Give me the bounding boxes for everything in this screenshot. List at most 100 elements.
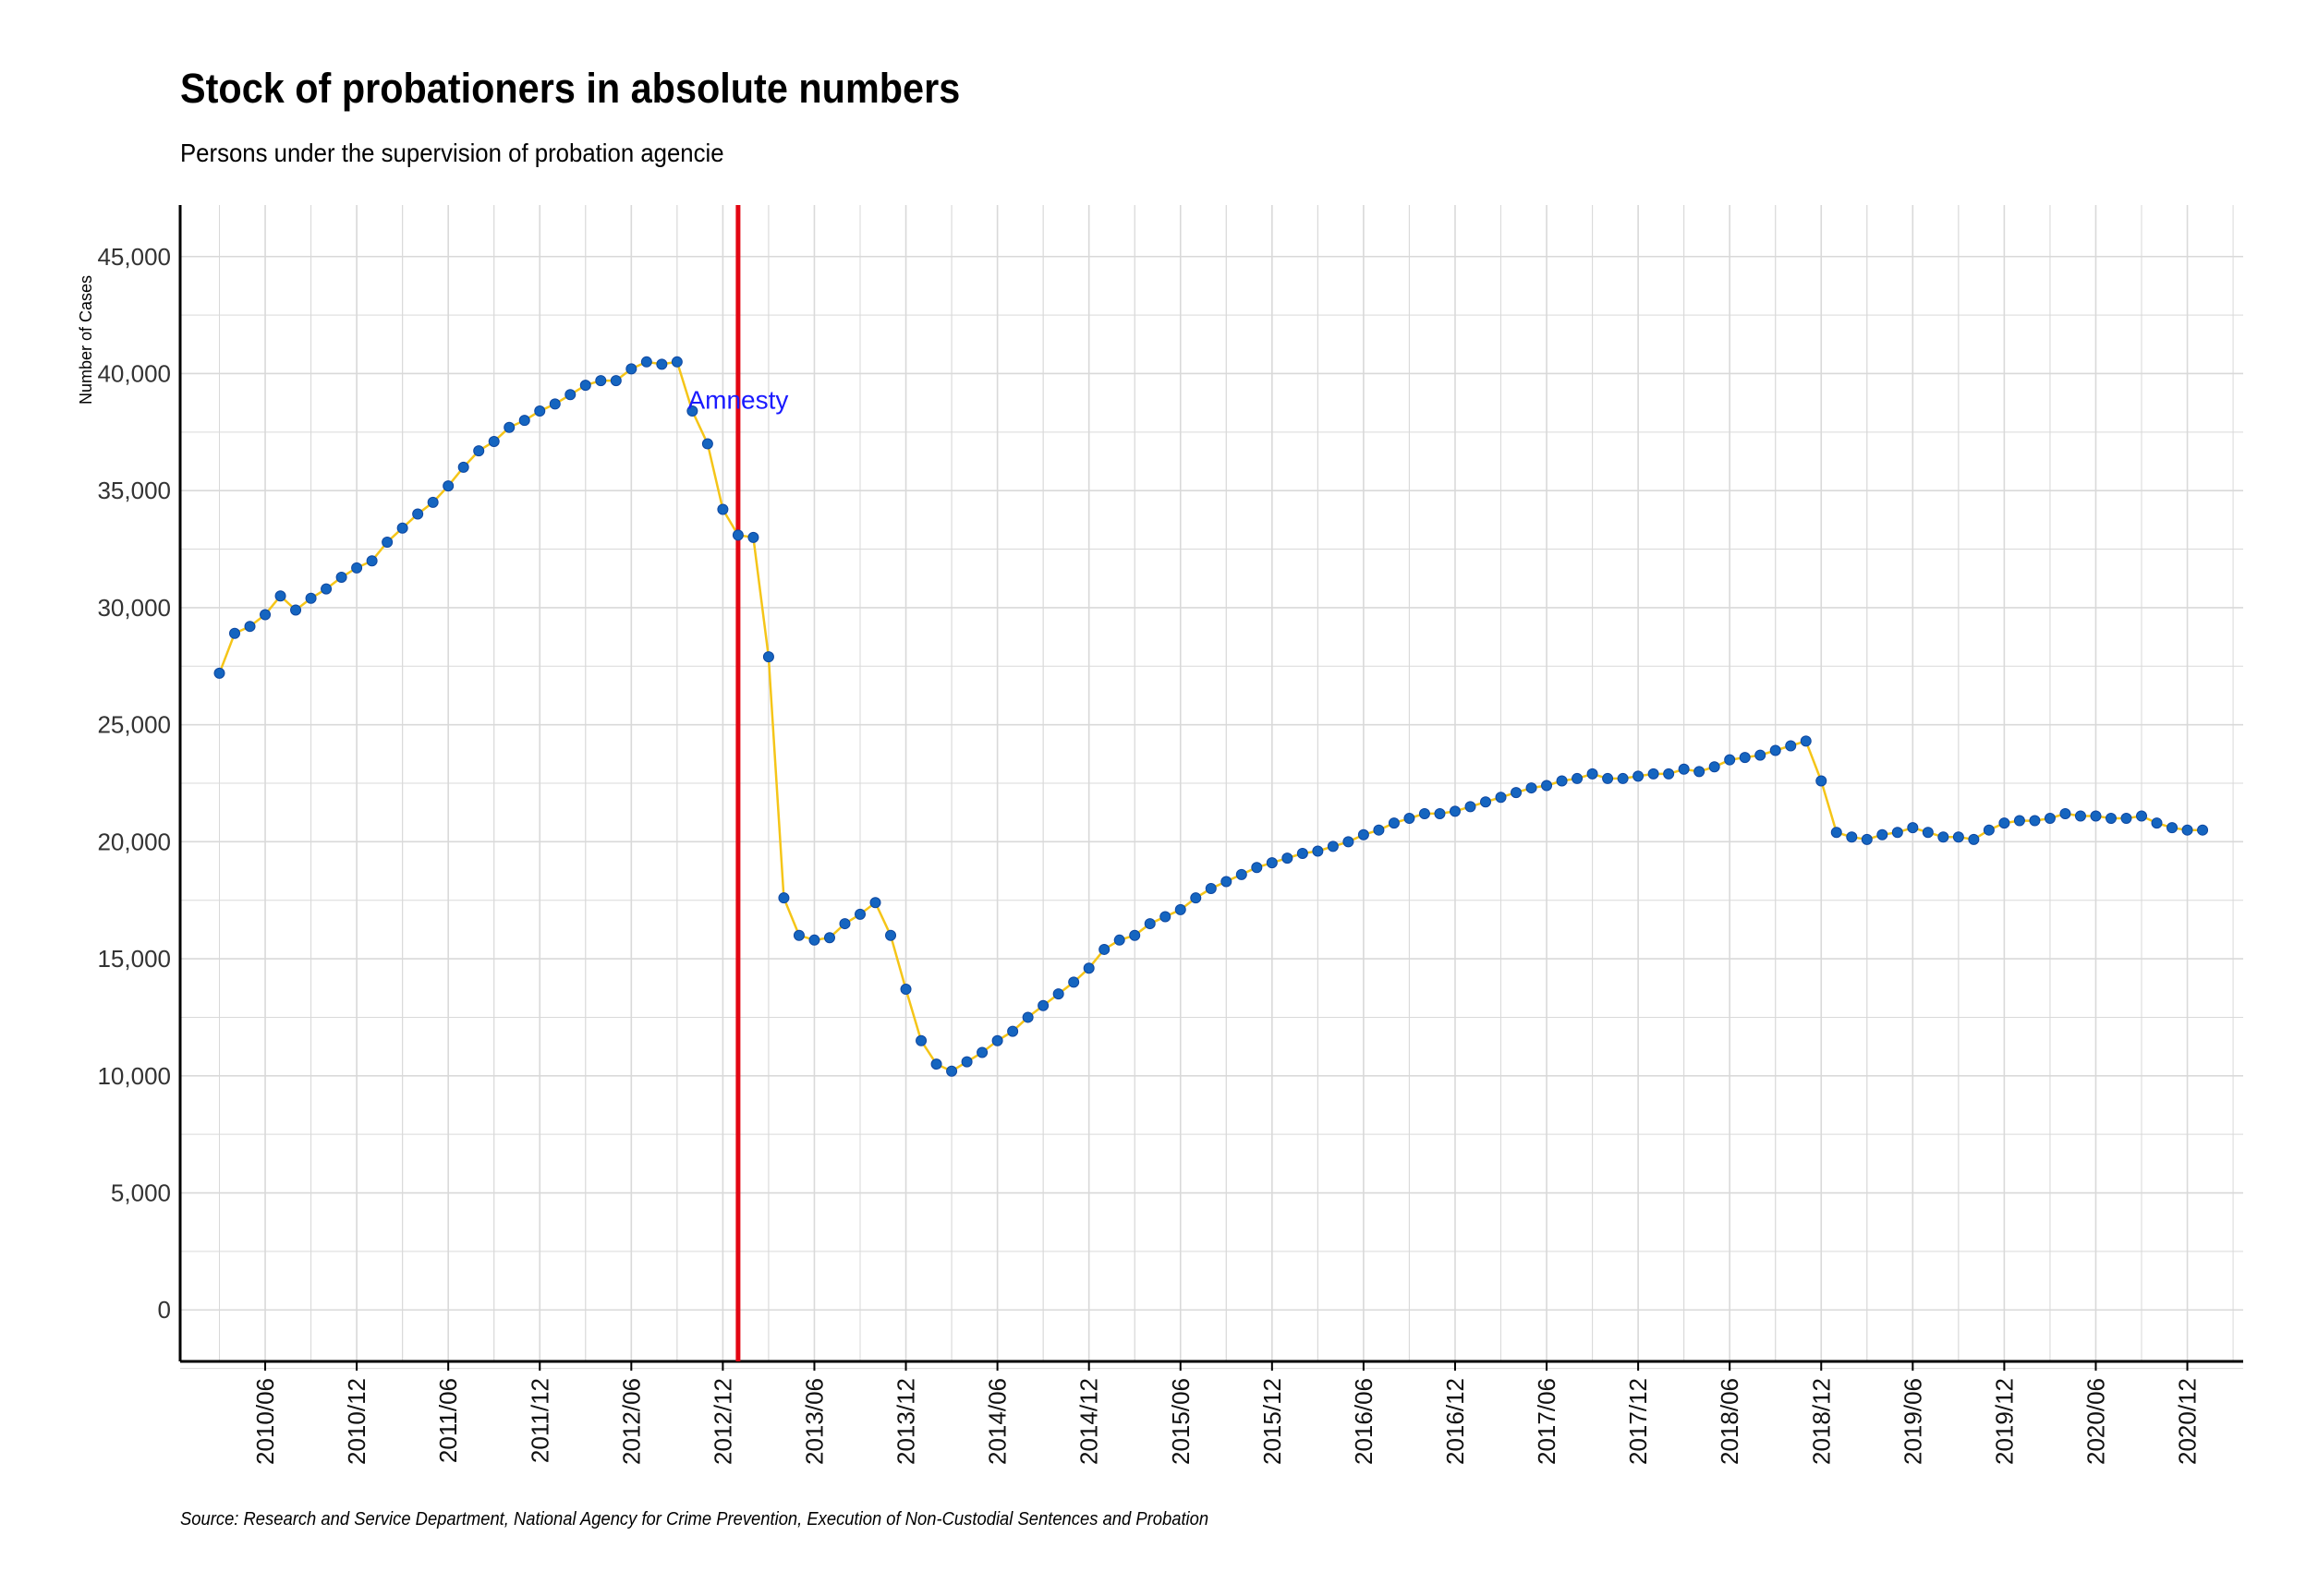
data-point (2120, 813, 2132, 825)
data-point (1007, 1025, 1019, 1037)
data-point (335, 571, 347, 583)
data-point (869, 897, 881, 909)
data-point (640, 356, 652, 368)
data-point (1983, 824, 1995, 836)
data-point (1190, 892, 1202, 904)
x-tick-label: 2019/06 (1899, 1378, 1926, 1465)
x-tick-label: 2013/06 (800, 1378, 828, 1465)
x-tick-label: 2010/12 (343, 1378, 370, 1465)
x-tick-label: 2012/12 (709, 1378, 736, 1465)
data-point (1617, 772, 1629, 784)
data-point (1754, 749, 1766, 761)
y-tick-label: 10,000 (97, 1062, 171, 1090)
data-point (412, 508, 424, 520)
data-point (549, 398, 561, 410)
data-point (1998, 817, 2010, 829)
data-point (2197, 824, 2209, 836)
data-point (855, 908, 867, 920)
y-tick-label: 35,000 (97, 477, 171, 504)
data-point (885, 929, 897, 941)
data-point (1891, 827, 1903, 839)
data-point (656, 358, 668, 370)
data-point (244, 621, 256, 633)
data-point (1022, 1011, 1034, 1023)
data-point (1769, 744, 1781, 756)
data-point (427, 496, 439, 508)
data-point (1388, 817, 1400, 829)
data-point (701, 438, 713, 450)
data-point (1220, 876, 1232, 888)
x-tick-labels: 2010/06 2010/12 2011/06 2011/12 2012/06 2012/… (251, 1361, 2202, 1465)
data-point (808, 934, 820, 946)
data-point (1876, 828, 1888, 840)
minor-gridlines (180, 205, 2243, 1370)
y-tick-label: 0 (158, 1296, 171, 1324)
data-point (686, 405, 698, 417)
x-tick-label: 2011/06 (434, 1378, 462, 1463)
data-point (1373, 824, 1385, 836)
data-point (595, 375, 607, 387)
data-point (229, 627, 241, 639)
data-point (732, 529, 744, 541)
data-point (382, 536, 394, 548)
x-tick-label: 2015/12 (1258, 1378, 1286, 1465)
data-point (1678, 763, 1690, 775)
data-point (2074, 810, 2086, 822)
data-point (916, 1034, 928, 1046)
data-point (1846, 831, 1858, 843)
data-point (1113, 934, 1125, 946)
data-point (1511, 787, 1523, 799)
data-point (534, 405, 546, 417)
x-tick-label: 2015/06 (1167, 1378, 1195, 1465)
data-point (717, 503, 729, 515)
data-point (1739, 752, 1751, 764)
data-point (1861, 833, 1873, 845)
data-point (1556, 775, 1568, 787)
data-point (793, 929, 805, 941)
data-point (564, 389, 576, 401)
x-tick-label: 2017/06 (1533, 1378, 1560, 1465)
y-tick-labels: 0 5,000 10,000 15,000 20,000 25,000 30,000 35,0… (97, 243, 171, 1324)
data-point (1815, 775, 1827, 787)
data-point (213, 667, 225, 679)
chart-title: Stock of probationers in absolute number… (180, 65, 961, 112)
data-point (2136, 810, 2148, 822)
data-point (1495, 792, 1507, 804)
data-point (1830, 827, 1842, 839)
data-point (1663, 768, 1675, 780)
data-point (961, 1056, 973, 1068)
y-tick-label: 45,000 (97, 243, 171, 271)
data-point (1129, 929, 1141, 941)
data-point (504, 421, 516, 433)
data-point (518, 415, 530, 427)
x-tick-label: 2017/12 (1624, 1378, 1652, 1465)
data-point (443, 480, 455, 492)
x-tick-label: 2011/12 (526, 1378, 553, 1463)
data-point (839, 918, 851, 930)
data-point (1038, 999, 1050, 1011)
data-point (1144, 918, 1156, 930)
data-point (274, 590, 286, 602)
x-tick-label: 2020/06 (2081, 1378, 2109, 1465)
data-point (1449, 805, 1461, 817)
data-point (1632, 770, 1645, 782)
x-tick-label: 2014/12 (1075, 1378, 1103, 1465)
data-point (1068, 976, 1080, 988)
data-point (473, 445, 485, 457)
data-point (1312, 845, 1324, 857)
data-point (366, 555, 378, 567)
data-point (1205, 883, 1217, 895)
data-point (1708, 761, 1720, 773)
data-point (2013, 815, 2025, 827)
data-point (1266, 857, 1278, 869)
y-tick-label: 30,000 (97, 594, 171, 622)
x-tick-label: 2014/06 (984, 1378, 1012, 1465)
data-point (1647, 768, 1659, 780)
data-point (930, 1058, 942, 1070)
data-point (762, 651, 774, 663)
x-tick-label: 2012/06 (617, 1378, 645, 1465)
y-tick-label: 25,000 (97, 711, 171, 739)
chart-subtitle: Persons under the supervision of probati… (180, 139, 724, 167)
data-point (900, 984, 912, 996)
data-point (1281, 852, 1293, 864)
